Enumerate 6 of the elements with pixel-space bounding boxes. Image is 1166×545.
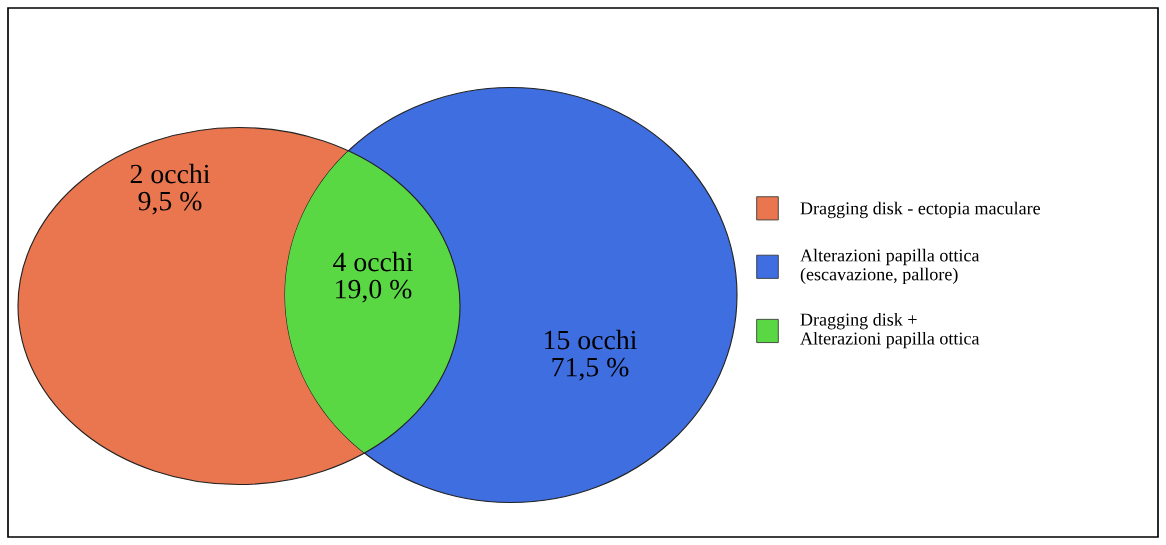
category-label: Alterazioni papilla ottica (escavazione, pallore) xyxy=(800,248,980,285)
category-label: Dragging disk - ectopia maculare xyxy=(800,201,1041,219)
category-label: Dragging disk + Alterazioni papilla ottica xyxy=(800,312,980,349)
data-label: 15 occhi 71,5 % xyxy=(545,329,637,381)
data-label: 2 occhi 9,5 % xyxy=(130,163,210,215)
data-label: 4 occhi 19,0 % xyxy=(333,251,413,303)
